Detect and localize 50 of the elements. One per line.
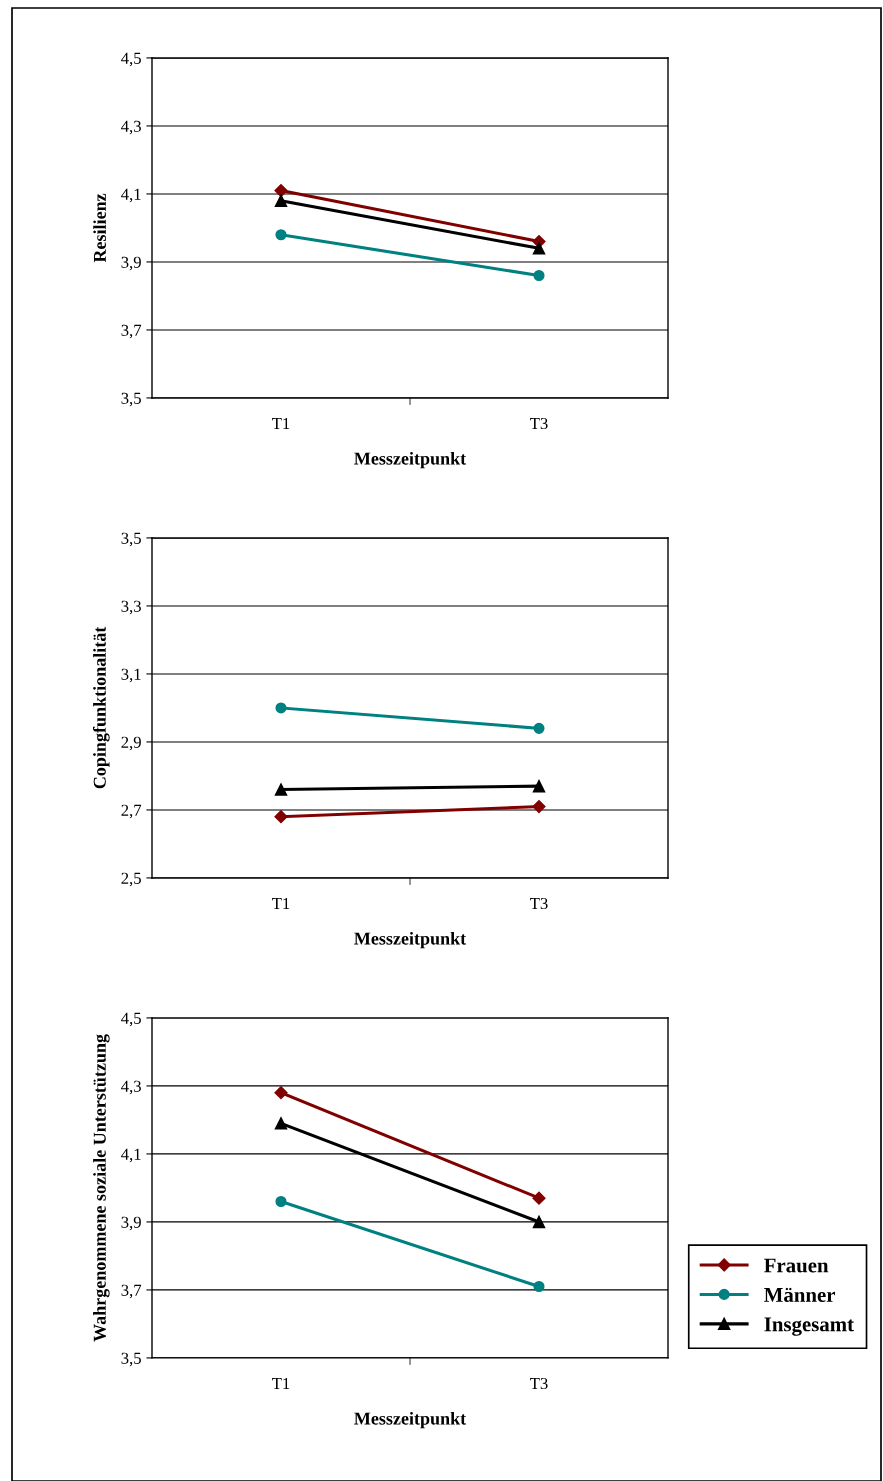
x-tick-label: T3	[530, 1377, 548, 1390]
y-tick-label: 4,3	[121, 120, 141, 135]
y-tick-label: 3,5	[121, 532, 141, 547]
y-tick-label: 4,3	[121, 1080, 141, 1095]
point	[532, 799, 546, 814]
point	[532, 1215, 546, 1229]
point	[275, 702, 287, 714]
y-tick-label: 3,7	[121, 324, 142, 339]
y-tick-label: 3,3	[121, 600, 141, 615]
point	[274, 194, 288, 207]
y-axis-title: Wahrgenommene soziale Unterstützung	[93, 1034, 110, 1342]
point	[532, 1191, 546, 1205]
y-axis-title: Copingfunktionalität	[92, 626, 110, 789]
legend-label: Männer	[764, 1287, 836, 1302]
y-tick-label: 2,7	[121, 804, 142, 819]
y-tick-label: 3,9	[121, 1216, 141, 1231]
point	[274, 783, 288, 796]
point	[274, 1117, 288, 1130]
point	[532, 779, 546, 793]
point	[533, 1280, 545, 1293]
y-tick-label: 2,5	[121, 872, 141, 887]
y-tick-label: 3,7	[121, 1284, 142, 1299]
y-tick-label: 4,1	[121, 188, 141, 203]
point	[274, 810, 288, 824]
y-tick-label: 4,5	[121, 52, 141, 67]
point	[274, 1086, 288, 1100]
point	[274, 183, 288, 198]
y-tick-label: 3,9	[121, 256, 141, 271]
x-tick-label: T1	[272, 417, 290, 429]
y-tick-label: 3,5	[121, 1352, 141, 1367]
x-axis-title: Messzeitpunkt	[354, 931, 467, 949]
x-tick-label: T1	[272, 897, 290, 909]
legend-label: Frauen	[764, 1258, 829, 1273]
point	[533, 269, 545, 282]
point	[275, 229, 287, 241]
point	[275, 1195, 287, 1208]
x-tick-label: T1	[272, 1377, 290, 1389]
point	[533, 722, 545, 734]
x-tick-label: T3	[530, 417, 548, 430]
y-axis-title: Resilienz	[93, 193, 106, 263]
y-tick-label: 4,1	[121, 1148, 141, 1163]
y-tick-label: 4,5	[121, 1012, 141, 1027]
x-axis-title: Messzeitpunkt	[354, 1411, 467, 1429]
x-axis-title: Messzeitpunkt	[354, 451, 467, 469]
legend-label: Insgesamt	[764, 1317, 854, 1336]
y-tick-label: 2,9	[121, 736, 141, 751]
point	[532, 242, 546, 255]
y-tick-label: 3,1	[121, 668, 141, 683]
x-tick-label: T3	[530, 897, 548, 910]
y-tick-label: 3,5	[121, 392, 141, 407]
